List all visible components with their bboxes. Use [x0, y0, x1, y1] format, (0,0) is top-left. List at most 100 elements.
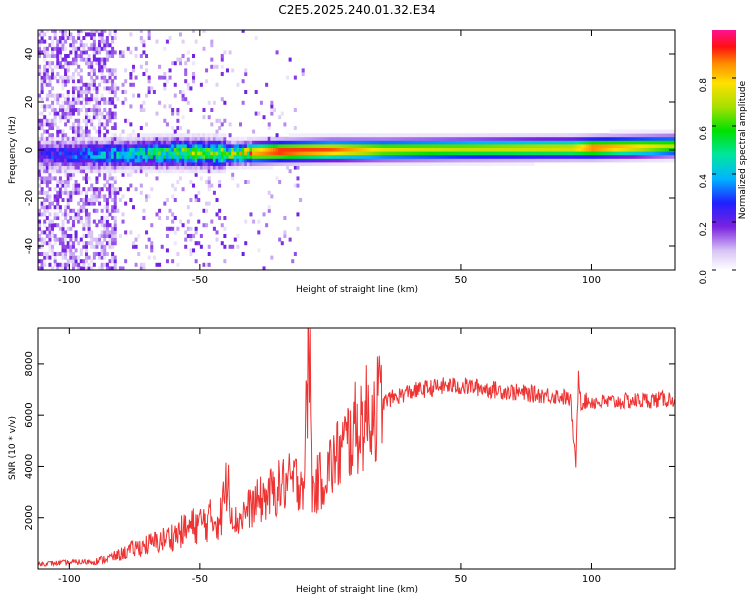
spectrogram-cell	[205, 201, 209, 206]
spectrogram-cell	[246, 147, 250, 152]
spectrogram-cell	[492, 162, 496, 166]
spectrogram-cell	[293, 108, 297, 112]
spectrogram-cell	[131, 147, 135, 152]
spectrogram-cell	[160, 169, 164, 174]
spectrogram-cell	[95, 100, 99, 105]
spectrogram-cell	[210, 43, 214, 48]
spectrogram-cell	[463, 133, 467, 138]
spectrogram-cell	[87, 151, 91, 156]
spectrogram-cell	[661, 144, 665, 148]
spectrogram-cell	[419, 158, 423, 163]
spectrogram-cell	[38, 136, 42, 141]
spectrogram-cell	[53, 162, 57, 166]
spectrogram-cell	[64, 82, 68, 87]
spectrogram-cell	[288, 133, 292, 138]
spectrogram-cell	[220, 122, 224, 127]
spectrogram-cell	[205, 133, 209, 138]
spectrogram-cell	[43, 39, 47, 44]
spectrogram-cell	[100, 72, 104, 76]
spectrogram-cell	[382, 140, 386, 145]
spectrogram-cell	[359, 147, 363, 152]
spectrogram-cell	[108, 100, 112, 105]
spectrogram-cell	[103, 30, 107, 33]
spectrogram-cell	[353, 140, 357, 145]
spectrogram-cell	[173, 136, 177, 141]
spectrogram-cell	[51, 201, 55, 206]
spectrogram-cell	[51, 169, 55, 174]
spectrogram-cell	[241, 30, 245, 33]
spectrogram-cell	[353, 144, 357, 148]
spectrogram-cell	[84, 172, 88, 177]
spectrogram-cell	[56, 169, 60, 174]
spectrogram-cell	[628, 144, 632, 148]
spectrogram-cell	[265, 151, 269, 156]
spectrogram-cell	[168, 162, 172, 166]
spectrogram-cell	[113, 30, 117, 33]
spectrogram-cell	[641, 147, 645, 152]
spectrogram-cell	[426, 158, 430, 163]
spectrogram-cell	[275, 151, 279, 156]
spectrogram-cell	[604, 136, 608, 141]
spectrogram-cell	[126, 133, 130, 138]
spectrogram-cell	[56, 61, 60, 66]
spectrogram-cell	[432, 162, 436, 166]
spectrogram-cell	[66, 158, 70, 163]
spectrogram-cell	[111, 79, 115, 84]
spectrogram-cell	[84, 32, 88, 37]
spectrogram-cell	[523, 162, 527, 166]
spectrogram-cell	[48, 54, 52, 58]
spectrogram-cell	[661, 133, 665, 138]
spectrogram-cell	[126, 140, 130, 145]
spectrogram-cell	[492, 147, 496, 152]
spectrogram-cell	[155, 176, 159, 181]
spectrogram-cell	[79, 39, 83, 44]
spectrogram-cell	[66, 154, 70, 159]
spectrogram-cell	[382, 147, 386, 152]
spectrogram-cell	[108, 234, 112, 238]
spectrogram-cell	[84, 176, 88, 181]
spectrogram-cell	[45, 129, 49, 134]
spectrogram-cell	[319, 154, 323, 159]
spectrogram-cell	[314, 133, 318, 138]
spectrogram-cell	[565, 151, 569, 156]
spectrogram-cell	[403, 154, 407, 159]
spectrogram-cell	[406, 140, 410, 145]
spectrogram-cell	[56, 111, 60, 116]
spectrogram-cell	[113, 201, 117, 206]
spectrogram-cell	[53, 115, 57, 120]
spectrogram-cell	[325, 162, 329, 166]
spectrogram-cell	[56, 154, 60, 159]
spectrogram-cell	[309, 158, 313, 163]
spectrogram-cell	[92, 57, 96, 62]
spectrogram-cell	[429, 162, 433, 166]
spectrogram-cell	[554, 158, 558, 163]
spectrogram-cell	[192, 248, 196, 253]
spectrogram-cell	[432, 136, 436, 141]
spectrogram-cell	[270, 154, 274, 159]
spectrogram-cell	[497, 144, 501, 148]
spectrogram-cell	[440, 144, 444, 148]
spectrogram-cell	[58, 165, 62, 170]
spectrogram-cell	[557, 144, 561, 148]
spectrogram-cell	[74, 237, 78, 242]
spectrogram-cell	[113, 36, 117, 40]
spectrogram-cell	[158, 208, 162, 213]
spectrogram-cell	[74, 129, 78, 134]
spectrogram-cell	[108, 223, 112, 228]
spectrogram-cell	[205, 136, 209, 141]
spectrogram-cell	[113, 93, 117, 98]
spectrogram-cell	[48, 187, 52, 192]
spectrogram-cell	[479, 158, 483, 163]
spectrogram-cell	[411, 144, 415, 148]
spectrogram-cell	[607, 140, 611, 145]
spectrogram-cell	[160, 158, 164, 163]
spectrogram-cell	[635, 158, 639, 163]
spectrogram-cell	[87, 57, 91, 62]
spectrogram-cell	[98, 104, 102, 109]
spectrogram-cell	[445, 147, 449, 152]
spectrogram-cell	[113, 147, 117, 152]
spectrogram-cell	[421, 162, 425, 166]
spectrogram-cell	[346, 147, 350, 152]
spectrogram-cell	[147, 90, 151, 94]
spectrogram-cell	[53, 154, 57, 159]
